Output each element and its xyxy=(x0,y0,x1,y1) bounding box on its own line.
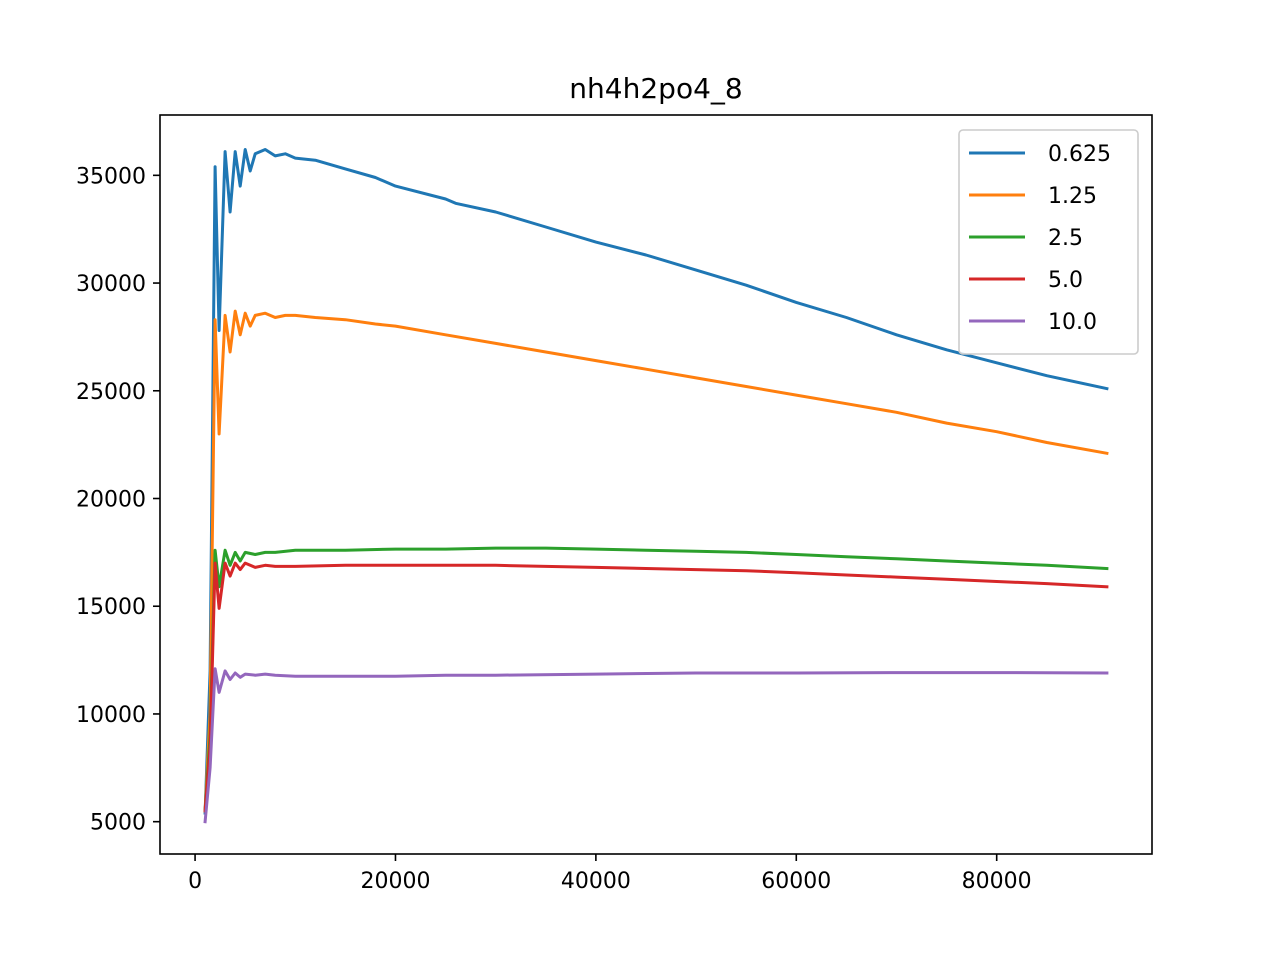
series-layer xyxy=(203,148,1109,824)
y-tick-label: 15000 xyxy=(76,595,146,620)
y-axis: 5000 10000 15000 20000 25000 30000 35000 xyxy=(76,164,160,836)
y-tick-label: 5000 xyxy=(90,811,146,836)
series-line-1 xyxy=(203,309,1109,813)
x-tick-label: 40000 xyxy=(561,869,631,894)
legend-label-1: 1.25 xyxy=(1048,184,1097,209)
y-tick-label: 20000 xyxy=(76,488,146,513)
series-line-2 xyxy=(203,546,1109,813)
y-tick-label: 30000 xyxy=(76,272,146,297)
plot-frame xyxy=(159,114,1153,855)
y-tick-label: 25000 xyxy=(76,380,146,405)
legend-label-4: 10.0 xyxy=(1048,310,1097,335)
x-tick-label: 80000 xyxy=(962,869,1032,894)
series-line-4 xyxy=(203,667,1109,824)
chart-title: nh4h2po4_8 xyxy=(569,72,742,105)
x-tick-label: 20000 xyxy=(360,869,430,894)
x-tick-label: 0 xyxy=(188,869,202,894)
legend-label-0: 0.625 xyxy=(1048,142,1111,167)
legend-box xyxy=(958,129,1139,355)
y-tick-label: 35000 xyxy=(76,164,146,189)
legend-label-2: 2.5 xyxy=(1048,226,1083,251)
x-tick-label: 60000 xyxy=(761,869,831,894)
y-tick-label: 10000 xyxy=(76,703,146,728)
legend: 0.625 1.25 2.5 5.0 10.0 xyxy=(958,129,1139,355)
x-axis: 0 20000 40000 60000 80000 xyxy=(188,854,1032,894)
series-line-3 xyxy=(203,561,1109,813)
series-line-0 xyxy=(203,148,1109,815)
legend-label-3: 5.0 xyxy=(1048,268,1083,293)
